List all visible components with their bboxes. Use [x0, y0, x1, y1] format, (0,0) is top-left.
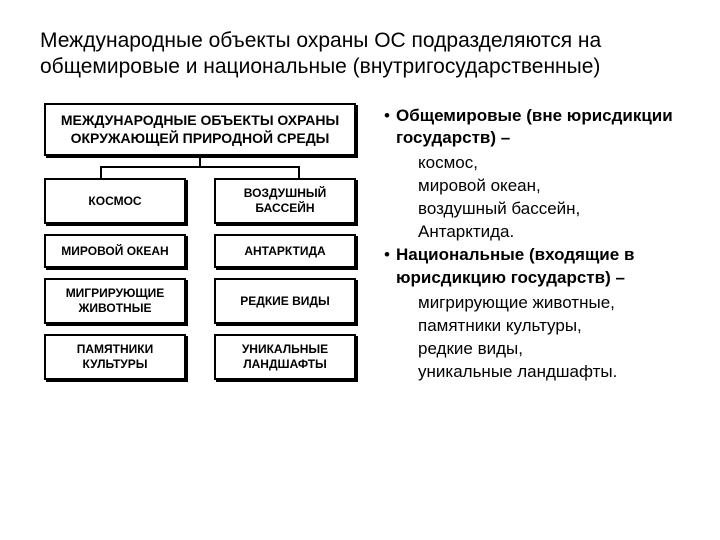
bullet-list: • Общемировые (вне юрисдикции государств… [378, 103, 680, 384]
bullet-2-item-4: уникальные ландшафты. [378, 361, 680, 384]
slide: Международные объекты охраны ОС подразде… [0, 0, 720, 540]
node-world-ocean: МИРОВОЙ ОКЕАН [44, 234, 186, 268]
diagram: МЕЖДУНАРОДНЫЕ ОБЪЕКТЫ ОХРАНЫ ОКРУЖАЮЩЕЙ … [40, 103, 360, 384]
bullet-2-item-1: мигрирующие животные, [378, 292, 680, 315]
connector-vertical [199, 156, 201, 166]
node-air-basin: ВОЗДУШНЫЙ БАССЕЙН [214, 178, 356, 224]
bullet-1-item-2: мировой океан, [378, 175, 680, 198]
node-cosmos: КОСМОС [44, 178, 186, 224]
diagram-grid: КОСМОС ВОЗДУШНЫЙ БАССЕЙН МИРОВОЙ ОКЕАН А… [40, 178, 360, 380]
bullet-1-item-4: Антарктида. [378, 221, 680, 244]
bullet-1-item-1: космос, [378, 152, 680, 175]
connector-branches [100, 168, 300, 178]
diagram-root-line1: МЕЖДУНАРОДНЫЕ ОБЪЕКТЫ ОХРАНЫ [61, 112, 339, 128]
bullet-1: • Общемировые (вне юрисдикции государств… [378, 105, 680, 151]
node-rare-species: РЕДКИЕ ВИДЫ [214, 278, 356, 324]
node-antarctica: АНТАРКТИДА [214, 234, 356, 268]
bullet-2-item-3: редкие виды, [378, 338, 680, 361]
bullet-2-item-2: памятники культуры, [378, 315, 680, 338]
bullet-1-item-3: воздушный бассейн, [378, 198, 680, 221]
bullet-2: • Национальные (входящие в юрисдикцию го… [378, 244, 680, 290]
slide-title: Международные объекты охраны ОС подразде… [40, 28, 680, 81]
bullet-1-lead: Общемировые (вне юрисдикции государств) … [396, 105, 680, 151]
content-row: МЕЖДУНАРОДНЫЕ ОБЪЕКТЫ ОХРАНЫ ОКРУЖАЮЩЕЙ … [40, 103, 680, 384]
node-culture-monuments: ПАМЯТНИКИ КУЛЬТУРЫ [44, 334, 186, 380]
diagram-root-line2: ОКРУЖАЮЩЕЙ ПРИРОДНОЙ СРЕДЫ [71, 130, 330, 146]
bullet-dot-icon: • [378, 244, 396, 290]
node-unique-landscapes: УНИКАЛЬНЫЕ ЛАНДШАФТЫ [214, 334, 356, 380]
bullet-dot-icon: • [378, 105, 396, 151]
bullet-2-lead: Национальные (входящие в юрисдикцию госу… [396, 244, 680, 290]
connector-right [298, 168, 300, 178]
diagram-root-box: МЕЖДУНАРОДНЫЕ ОБЪЕКТЫ ОХРАНЫ ОКРУЖАЮЩЕЙ … [44, 103, 356, 157]
connector-left [100, 168, 102, 178]
node-migrating-animals: МИГРИРУЮЩИЕ ЖИВОТНЫЕ [44, 278, 186, 324]
